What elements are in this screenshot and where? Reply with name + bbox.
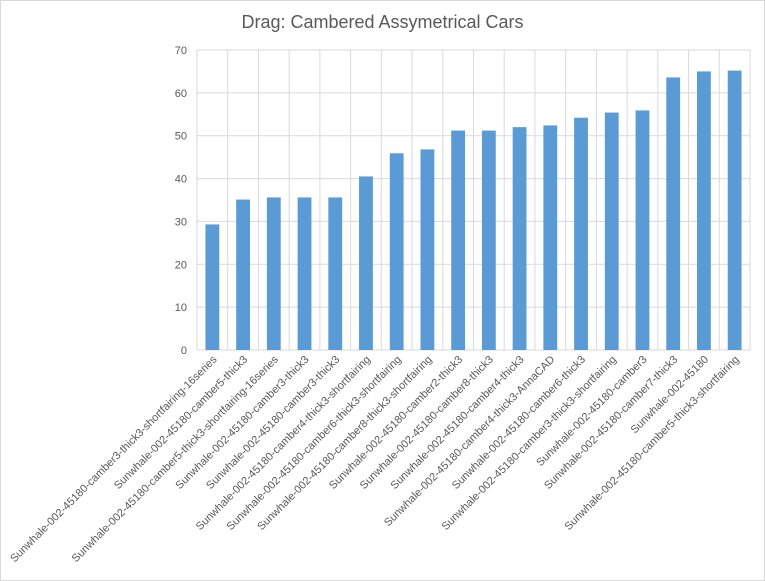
bar bbox=[727, 70, 742, 351]
bar bbox=[697, 71, 711, 350]
bar bbox=[543, 125, 558, 350]
y-tick-label: 50 bbox=[175, 131, 187, 143]
bar bbox=[359, 176, 373, 350]
bar bbox=[420, 149, 435, 350]
bar bbox=[389, 153, 404, 350]
bar bbox=[297, 197, 312, 350]
bar bbox=[451, 130, 466, 350]
bar bbox=[574, 117, 588, 350]
x-axis-category-labels: Sunwhale-002-45180-camber3-thick3-shortf… bbox=[8, 353, 742, 565]
bar bbox=[266, 197, 281, 350]
bar bbox=[328, 197, 343, 350]
bar bbox=[635, 110, 650, 350]
bars bbox=[205, 70, 742, 351]
gridlines bbox=[196, 49, 751, 351]
bar bbox=[481, 130, 496, 350]
y-tick-label: 40 bbox=[175, 174, 187, 186]
bar bbox=[666, 77, 681, 350]
y-tick-label: 30 bbox=[175, 216, 187, 228]
y-tick-label: 60 bbox=[175, 88, 187, 100]
y-tick-label: 70 bbox=[175, 45, 187, 57]
y-tick-label: 20 bbox=[175, 259, 187, 271]
bar bbox=[205, 224, 220, 350]
bar bbox=[604, 112, 619, 350]
x-category-label: Sunwhale-002-45180-camber3-thick3-shortf… bbox=[8, 353, 220, 565]
x-category-label: Sunwhale-002-45180-camber5-thick3-shortf… bbox=[70, 353, 282, 565]
bar bbox=[512, 127, 527, 351]
y-axis-tick-labels: 0 10 20 30 40 50 60 70 bbox=[175, 45, 187, 357]
bar bbox=[236, 199, 250, 350]
y-tick-label: 0 bbox=[181, 345, 187, 357]
y-tick-label: 10 bbox=[175, 302, 187, 314]
chart-title: Drag: Cambered Assymetrical Cars bbox=[241, 12, 524, 32]
